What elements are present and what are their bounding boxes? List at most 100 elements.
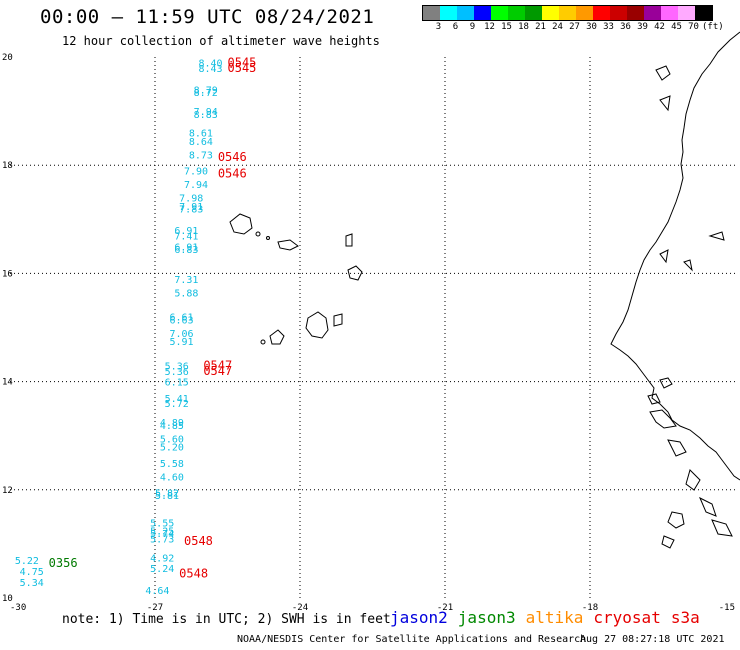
wave-height-value: 5.74 <box>150 529 174 540</box>
wave-height-value: 4.75 <box>20 567 44 578</box>
colorbar <box>422 5 713 21</box>
satellite-legend: jason2 jason3 altika cryosat s3a <box>390 608 710 627</box>
wave-height-value: 6.91 <box>174 242 198 253</box>
wave-height-value: 5.20 <box>160 443 184 454</box>
wave-height-value: 6.15 <box>165 378 189 389</box>
wave-height-value: 5.36 <box>165 361 189 372</box>
island-9 <box>255 231 261 237</box>
wave-height-value: 8.40 <box>199 58 223 69</box>
colorbar-swatch <box>678 6 695 20</box>
colorbar-swatch <box>508 6 525 20</box>
y-tick-label: 18 <box>2 161 13 171</box>
island-4 <box>347 265 363 281</box>
x-tick-label: -15 <box>719 603 735 613</box>
legend-item-cryosat: cryosat <box>593 608 661 627</box>
pass-time-label: 0546 <box>218 150 247 164</box>
colorbar-label: 27 <box>569 22 580 32</box>
coast-detail-7 <box>667 511 685 529</box>
wave-height-value: 6.63 <box>170 315 194 326</box>
island-7 <box>269 329 285 345</box>
colorbar-label: 30 <box>586 22 597 32</box>
wave-height-value: 5.82 <box>155 489 179 500</box>
wave-height-labels: 8.408.438.798.727.948.838.618.648.737.90… <box>15 58 223 596</box>
legend-item-jason3: jason3 <box>457 608 516 627</box>
wave-height-value: 7.83 <box>179 204 203 215</box>
colorbar-label: 70 <box>688 22 699 32</box>
wave-height-value: 5.91 <box>170 337 194 348</box>
colorbar-label: 42 <box>654 22 665 32</box>
pass-time-label: 0547 <box>203 358 232 372</box>
coast-detail-14 <box>683 259 693 272</box>
colorbar-label: 45 <box>671 22 682 32</box>
legend-item-altika: altika <box>525 608 584 627</box>
wave-height-value: 5.81 <box>155 491 179 502</box>
wave-height-value: 5.55 <box>150 518 174 529</box>
coastline <box>229 31 740 549</box>
wave-height-value: 5.36 <box>165 367 189 378</box>
footer-timestamp: Aug 27 08:27:18 UTC 2021 <box>580 634 725 645</box>
colorbar-label: 6 <box>452 22 459 32</box>
island-3 <box>345 233 353 247</box>
colorbar-swatch <box>525 6 542 20</box>
wave-height-value: 8.72 <box>194 88 218 99</box>
coast-detail-6 <box>699 496 717 517</box>
island-2 <box>277 239 299 251</box>
x-tick-label: -30 <box>10 603 26 613</box>
colorbar-swatch <box>491 6 508 20</box>
pass-time-label: 0545 <box>228 55 257 69</box>
colorbar-swatch <box>661 6 678 20</box>
colorbar-label: 36 <box>620 22 631 32</box>
x-tick-label: -21 <box>437 603 453 613</box>
wave-height-value: 4.64 <box>145 586 169 597</box>
wave-height-value: 5.88 <box>174 288 198 299</box>
legend-item-s3a: s3a <box>670 608 700 627</box>
wave-height-value: 5.73 <box>150 534 174 545</box>
colorbar-label: 12 <box>484 22 495 32</box>
wave-height-value: 5.72 <box>165 399 189 410</box>
colorbar-swatch <box>423 6 440 20</box>
colorbar-swatch <box>610 6 627 20</box>
coast-detail-2 <box>647 393 661 405</box>
wave-height-value: 5.22 <box>15 556 39 567</box>
wave-height-value: 6.83 <box>174 245 198 256</box>
wave-height-value: 7.94 <box>184 180 208 191</box>
footer-note: note: 1) Time is in UTC; 2) SWH is in fe… <box>62 612 391 627</box>
colorbar-label: 3 <box>435 22 442 32</box>
wave-height-value: 8.64 <box>189 137 213 148</box>
wave-height-value: 5.24 <box>150 564 174 575</box>
colorbar-label: 18 <box>518 22 529 32</box>
wave-height-value: 5.58 <box>160 459 184 470</box>
wave-height-value: 7.98 <box>179 194 203 205</box>
colorbar-swatch <box>542 6 559 20</box>
wave-height-value: 6.91 <box>174 226 198 237</box>
wave-height-value: 4.60 <box>160 472 184 483</box>
wave-height-value: 5.34 <box>20 578 44 589</box>
colorbar-label: 33 <box>603 22 614 32</box>
wave-height-value: 4.92 <box>150 553 174 564</box>
wave-height-value: 8.83 <box>194 110 218 121</box>
wave-height-value: 5.41 <box>165 394 189 405</box>
pass-time-label: 0548 <box>184 534 213 548</box>
wave-height-value: 8.61 <box>189 129 213 140</box>
wave-height-value: 8.43 <box>199 64 223 75</box>
wave-height-value: 8.79 <box>194 85 218 96</box>
coast-detail-13 <box>659 249 669 264</box>
coast-detail-4 <box>667 439 687 457</box>
coast-detail-10 <box>655 65 671 81</box>
colorbar-label: 24 <box>552 22 563 32</box>
colorbar-swatch <box>644 6 661 20</box>
page-title: 00:00 — 11:59 UTC 08/24/2021 <box>40 6 375 28</box>
y-tick-label: 14 <box>2 378 13 388</box>
wave-height-value: 4.85 <box>160 421 184 432</box>
coast-detail-5 <box>685 469 701 491</box>
pass-time-label: 0356 <box>49 556 78 570</box>
colorbar-label: 21 <box>535 22 546 32</box>
wave-height-value: 7.41 <box>174 232 198 243</box>
island-5 <box>305 311 329 339</box>
pass-time-label: 0548 <box>179 567 208 581</box>
y-tick-label: 12 <box>2 486 13 496</box>
coast-detail-8 <box>711 519 733 537</box>
coast-detail-11 <box>659 95 671 112</box>
